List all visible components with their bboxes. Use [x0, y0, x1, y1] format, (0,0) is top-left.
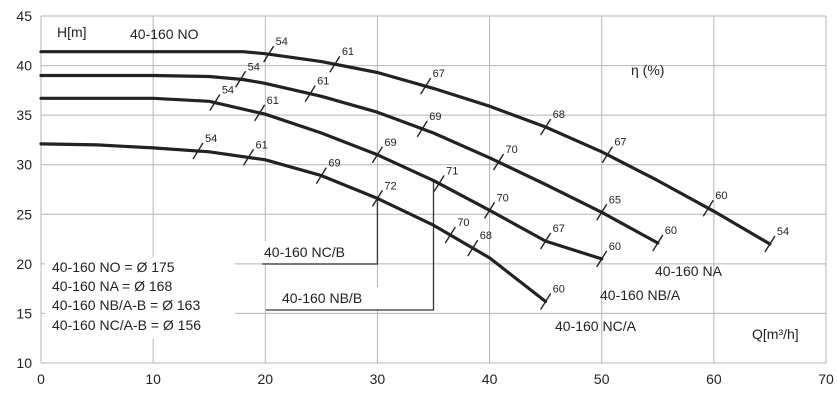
y-tick-label: 20: [16, 256, 32, 272]
impeller-legend-item: 40-160 NB/A-B = Ø 163: [52, 297, 200, 313]
efficiency-label: 54: [248, 61, 260, 73]
impeller-legend-item: 40-160 NO = Ø 175: [52, 259, 175, 275]
efficiency-tick: [242, 149, 255, 166]
y-tick-label: 25: [16, 206, 32, 222]
efficiency-tick: [540, 293, 552, 310]
x-tick-label: 10: [145, 371, 161, 387]
curve-label-ncb: 40-160 NC/B: [264, 244, 345, 260]
curve-label-nca: 40-160 NC/A: [555, 318, 637, 334]
efficiency-label: 72: [384, 180, 396, 192]
efficiency-tick: [444, 226, 456, 244]
efficiency-tick: [416, 120, 428, 138]
efficiency-label: 60: [553, 284, 565, 296]
efficiency-label: 70: [457, 217, 469, 229]
efficiency-tick: [192, 142, 204, 160]
y-tick-label: 35: [16, 107, 32, 123]
efficiency-label: 61: [255, 139, 267, 151]
efficiency-label: 69: [384, 137, 396, 149]
efficiency-tick: [315, 167, 327, 184]
efficiency-tick: [371, 146, 384, 164]
efficiency-label: 54: [205, 133, 217, 145]
efficiency-tick: [596, 250, 608, 268]
x-tick-label: 40: [482, 371, 498, 387]
head-curve-2: [39, 73, 660, 245]
efficiency-label: 69: [328, 158, 340, 170]
head-curves: [39, 50, 772, 304]
efficiency-label: 61: [317, 76, 329, 88]
efficiency-label: 71: [446, 166, 458, 178]
ncb-label-box: [260, 241, 372, 263]
curve-label-na: 40-160 NA: [655, 263, 723, 279]
efficiency-label: 67: [614, 137, 626, 149]
efficiency-tick: [329, 55, 341, 73]
efficiency-tick: [596, 203, 608, 221]
efficiency-label: 61: [267, 95, 279, 107]
efficiency-tick: [420, 77, 432, 95]
efficiency-tick: [433, 175, 445, 192]
efficiency-tick: [540, 118, 552, 136]
efficiency-label: 60: [665, 225, 677, 237]
axis-tick-labels: 0 10 20 30 40 50 60 70 10 15 20 25 30 35 40 45: [16, 8, 834, 387]
efficiency-label: 60: [609, 241, 621, 253]
efficiency-label: 54: [276, 36, 288, 48]
head-curve-1: [39, 50, 772, 246]
impeller-legend-item: 40-160 NC/A-B = Ø 156: [52, 317, 201, 333]
efficiency-tick: [371, 190, 384, 207]
y-axis-title: H[m]: [57, 24, 87, 40]
efficiency-tick: [263, 45, 275, 63]
efficiency-tick: [209, 94, 221, 111]
curve-label-nbb: 40-160 NB/B: [282, 290, 362, 306]
nbb-label-box: [268, 287, 386, 309]
efficiency-label: 67: [553, 223, 565, 235]
efficiency-label: 68: [553, 109, 565, 121]
efficiency-tick: [235, 70, 247, 88]
y-tick-label: 40: [16, 58, 32, 74]
efficiency-label: 54: [222, 85, 234, 97]
efficiency-label: 61: [342, 46, 354, 58]
efficiency-tick: [540, 232, 552, 250]
x-tick-label: 0: [37, 371, 45, 387]
efficiency-tick: [483, 201, 496, 219]
efficiency-label: 70: [506, 144, 518, 156]
efficiency-tick: [652, 234, 664, 252]
impeller-legend: 40-160 NO = Ø 175 40-160 NA = Ø 168 40-1…: [45, 257, 235, 339]
efficiency-label: 60: [715, 190, 727, 202]
impeller-legend-box: [45, 257, 235, 339]
impeller-legend-item: 40-160 NA = Ø 168: [52, 278, 172, 294]
connector-ncb: [262, 198, 379, 265]
y-tick-label: 30: [16, 157, 32, 173]
efficiency-title: η (%): [631, 62, 664, 78]
y-tick-label: 10: [16, 355, 32, 371]
efficiency-label: 67: [433, 68, 445, 80]
x-tick-label: 50: [594, 371, 610, 387]
x-tick-label: 20: [257, 371, 273, 387]
y-tick-label: 45: [16, 8, 32, 24]
x-tick-label: 30: [370, 371, 386, 387]
efficiency-label: 54: [777, 226, 789, 238]
x-tick-label: 70: [818, 371, 834, 387]
efficiency-label: 65: [609, 194, 621, 206]
efficiency-tick: [702, 199, 714, 217]
efficiency-label: 68: [480, 230, 492, 242]
efficiency-marks: 54 61 67 68 67 60 54 54 61 69 70 65 60 54 61 69 71 70 67 60…: [192, 36, 789, 310]
efficiency-tick: [254, 104, 266, 122]
curve-label-no: 40-160 NO: [130, 26, 199, 42]
head-curve-4: [39, 142, 548, 304]
efficiency-tick: [492, 153, 505, 171]
head-curve-3: [39, 96, 604, 261]
efficiency-label: 69: [429, 111, 441, 123]
efficiency-tick: [467, 239, 479, 257]
x-tick-label: 60: [706, 371, 722, 387]
efficiency-tick: [304, 85, 316, 103]
curve-label-nba: 40-160 NB/A: [600, 287, 681, 303]
efficiency-tick: [601, 146, 613, 164]
y-tick-label: 15: [16, 305, 32, 321]
efficiency-label: 70: [497, 192, 509, 204]
x-axis-title: Q[m³/h]: [752, 326, 799, 342]
efficiency-tick: [764, 235, 776, 253]
